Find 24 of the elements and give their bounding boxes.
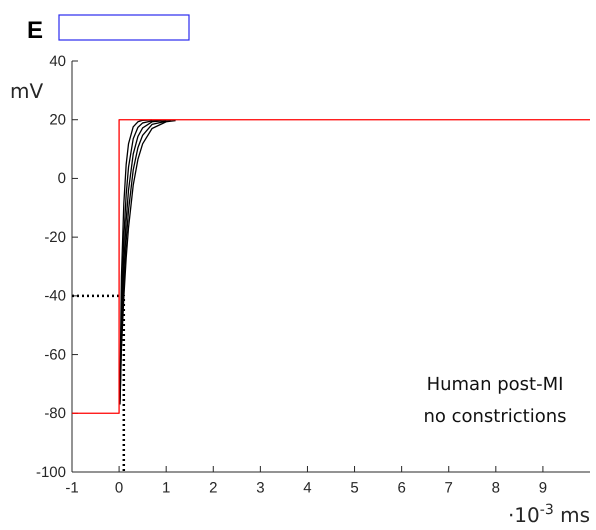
annotation: Human post-MI (426, 374, 564, 395)
x-tick-label: 2 (209, 480, 218, 497)
y-tick-label: -60 (44, 346, 66, 364)
x-axis-title: ·10$^{-3}$ ms (508, 502, 590, 527)
y-tick-label: -80 (44, 405, 66, 422)
annotation: no constrictions (423, 406, 567, 427)
x-tick-label: 3 (256, 480, 265, 497)
y-axis-title: mV (10, 79, 44, 103)
chart-title: E (27, 17, 44, 44)
x-tick-label: -1 (65, 480, 79, 497)
y-tick-label: 20 (49, 112, 66, 129)
y-tick-label: -100 (36, 464, 66, 481)
x-tick-label: 8 (492, 480, 500, 497)
x-tick-label: 6 (397, 480, 406, 497)
y-tick-label: 0 (58, 170, 66, 188)
x-tick-label: 4 (303, 480, 312, 497)
x-tick-label: 9 (538, 480, 548, 497)
y-tick-label: -20 (44, 228, 66, 246)
y-tick-label: 40 (49, 52, 66, 70)
x-tick-label: 5 (350, 480, 359, 497)
x-tick-label: 7 (444, 480, 453, 497)
y-tick-label: -40 (44, 288, 66, 305)
x-tick-label: 0 (114, 480, 124, 497)
x-tick-label: 1 (162, 480, 170, 497)
